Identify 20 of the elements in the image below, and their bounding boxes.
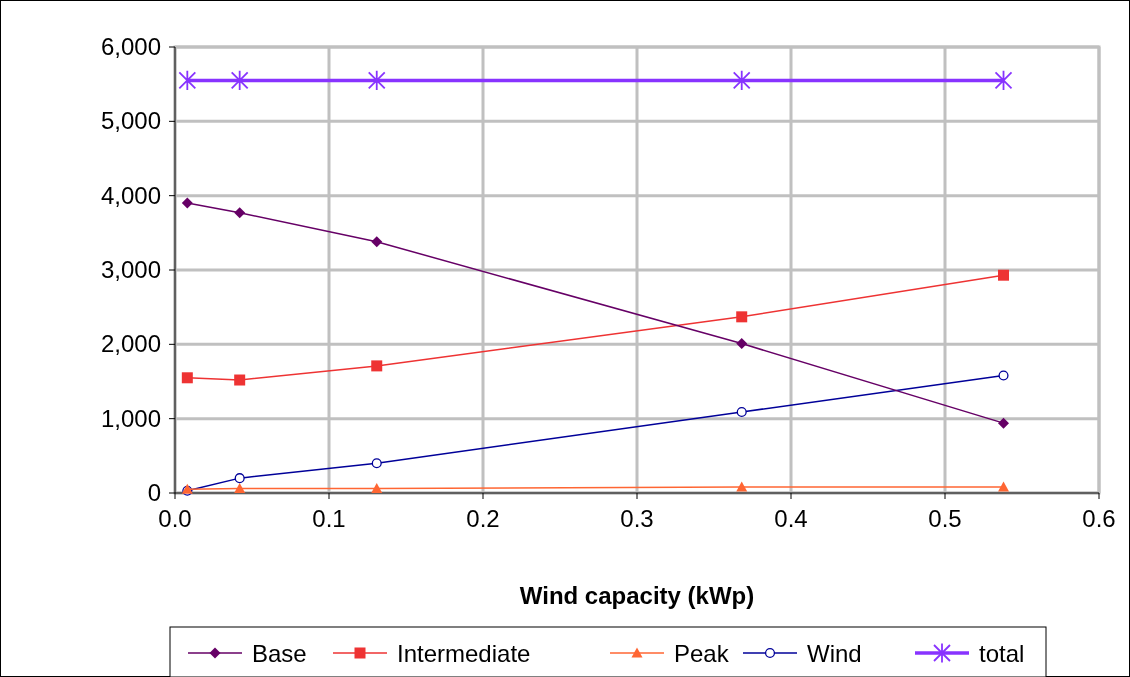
legend-label: Base	[252, 640, 307, 667]
y-tick-label: 3,000	[100, 256, 161, 283]
x-tick-label: 0.4	[774, 505, 808, 532]
y-tick-label: 5,000	[100, 107, 161, 135]
legend-label: Intermediate	[397, 640, 531, 667]
legend-label: total	[979, 640, 1025, 667]
x-tick-label: 0.3	[620, 505, 654, 532]
x-tick-label: 0.0	[158, 505, 192, 532]
x-tick-label: 0.5	[928, 505, 962, 532]
legend-label: Wind	[807, 640, 862, 667]
y-tick-label: 6,000	[100, 33, 161, 60]
x-axis-title: Wind capacity (kWp)	[519, 582, 755, 609]
y-tick-label: 1,000	[100, 404, 161, 432]
x-tick-label: 0.1	[312, 505, 346, 532]
y-tick-label: 4,000	[100, 181, 161, 209]
y-tick-label: 2,000	[100, 330, 161, 358]
x-tick-label: 0.2	[466, 505, 500, 532]
y-tick-label: 0	[147, 479, 161, 506]
x-tick-label: 0.6	[1082, 505, 1116, 532]
legend-label: Peak	[674, 640, 730, 667]
